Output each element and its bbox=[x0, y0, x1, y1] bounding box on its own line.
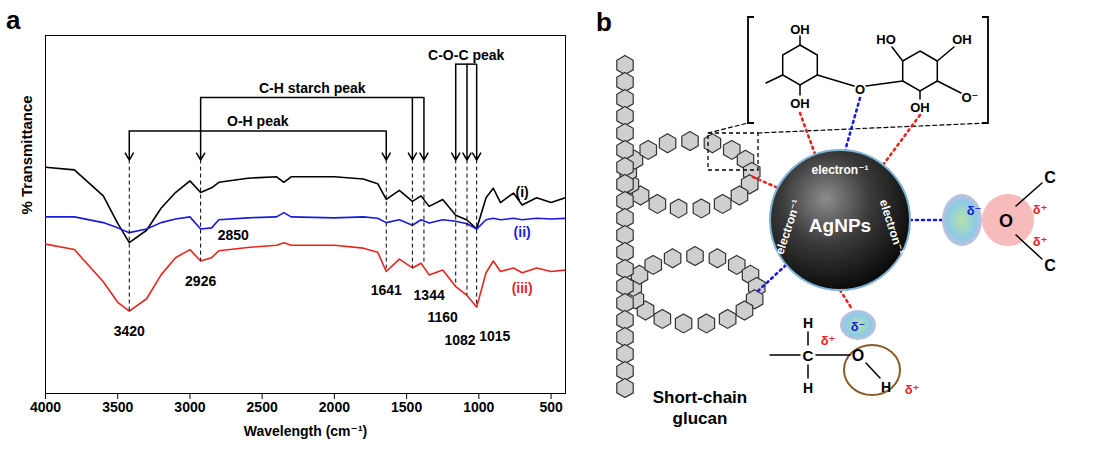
svg-text:OH: OH bbox=[910, 100, 930, 115]
svg-text:1000: 1000 bbox=[463, 399, 494, 415]
svg-text:2000: 2000 bbox=[319, 399, 350, 415]
svg-text:4000: 4000 bbox=[30, 399, 61, 415]
svg-text:C: C bbox=[1044, 257, 1056, 274]
svg-text:electron⁻¹: electron⁻¹ bbox=[773, 198, 804, 257]
svg-text:C-O-C peak: C-O-C peak bbox=[428, 47, 504, 63]
svg-text:C: C bbox=[803, 347, 814, 364]
svg-text:electron⁻¹: electron⁻¹ bbox=[811, 163, 868, 177]
svg-text:O-H peak: O-H peak bbox=[227, 113, 289, 129]
svg-text:C-H starch peak: C-H starch peak bbox=[259, 80, 366, 96]
svg-text:O: O bbox=[999, 211, 1013, 231]
svg-text:b: b bbox=[596, 7, 612, 37]
svg-text:OH: OH bbox=[790, 96, 810, 111]
svg-text:1344: 1344 bbox=[414, 287, 445, 303]
svg-text:HO: HO bbox=[876, 32, 896, 47]
svg-text:OH: OH bbox=[790, 22, 810, 37]
svg-text:δ⁻: δ⁻ bbox=[967, 203, 982, 218]
svg-text:glucan: glucan bbox=[673, 409, 728, 428]
svg-text:2500: 2500 bbox=[247, 399, 278, 415]
svg-text:3500: 3500 bbox=[102, 399, 133, 415]
svg-text:O: O bbox=[852, 347, 864, 364]
svg-text:% Transmittance: % Transmittance bbox=[18, 95, 35, 214]
svg-text:C: C bbox=[1044, 169, 1056, 186]
svg-text:O: O bbox=[855, 82, 865, 97]
svg-text:3420: 3420 bbox=[114, 323, 145, 339]
svg-text:Wavelength (cm⁻¹): Wavelength (cm⁻¹) bbox=[244, 423, 368, 439]
svg-text:(ii): (ii) bbox=[514, 224, 531, 240]
svg-text:δ⁺: δ⁺ bbox=[905, 382, 920, 397]
svg-text:1082: 1082 bbox=[444, 332, 475, 348]
svg-text:δ⁺: δ⁺ bbox=[1033, 234, 1048, 249]
svg-text:(iii): (iii) bbox=[512, 280, 533, 296]
svg-text:O⁻: O⁻ bbox=[962, 90, 979, 105]
svg-text:2926: 2926 bbox=[185, 273, 216, 289]
svg-text:2850: 2850 bbox=[218, 227, 249, 243]
svg-text:H: H bbox=[881, 379, 891, 395]
svg-text:Short-chain: Short-chain bbox=[653, 388, 747, 407]
svg-text:1015: 1015 bbox=[479, 328, 510, 344]
svg-text:1500: 1500 bbox=[391, 399, 422, 415]
svg-text:OH: OH bbox=[952, 32, 972, 47]
svg-text:500: 500 bbox=[539, 399, 563, 415]
svg-text:δ⁺: δ⁺ bbox=[821, 333, 836, 348]
svg-text:H: H bbox=[803, 380, 813, 396]
svg-text:3000: 3000 bbox=[174, 399, 205, 415]
svg-text:AgNPs: AgNPs bbox=[809, 215, 871, 236]
svg-text:H: H bbox=[803, 315, 813, 331]
svg-text:δ⁺: δ⁺ bbox=[1033, 202, 1048, 217]
svg-text:1160: 1160 bbox=[428, 309, 459, 325]
svg-text:(i): (i) bbox=[516, 184, 529, 200]
html-text:a: a bbox=[6, 5, 21, 35]
svg-text:electron⁻¹: electron⁻¹ bbox=[877, 198, 908, 257]
svg-text:1641: 1641 bbox=[371, 282, 402, 298]
svg-text:δ⁻: δ⁻ bbox=[851, 319, 866, 334]
